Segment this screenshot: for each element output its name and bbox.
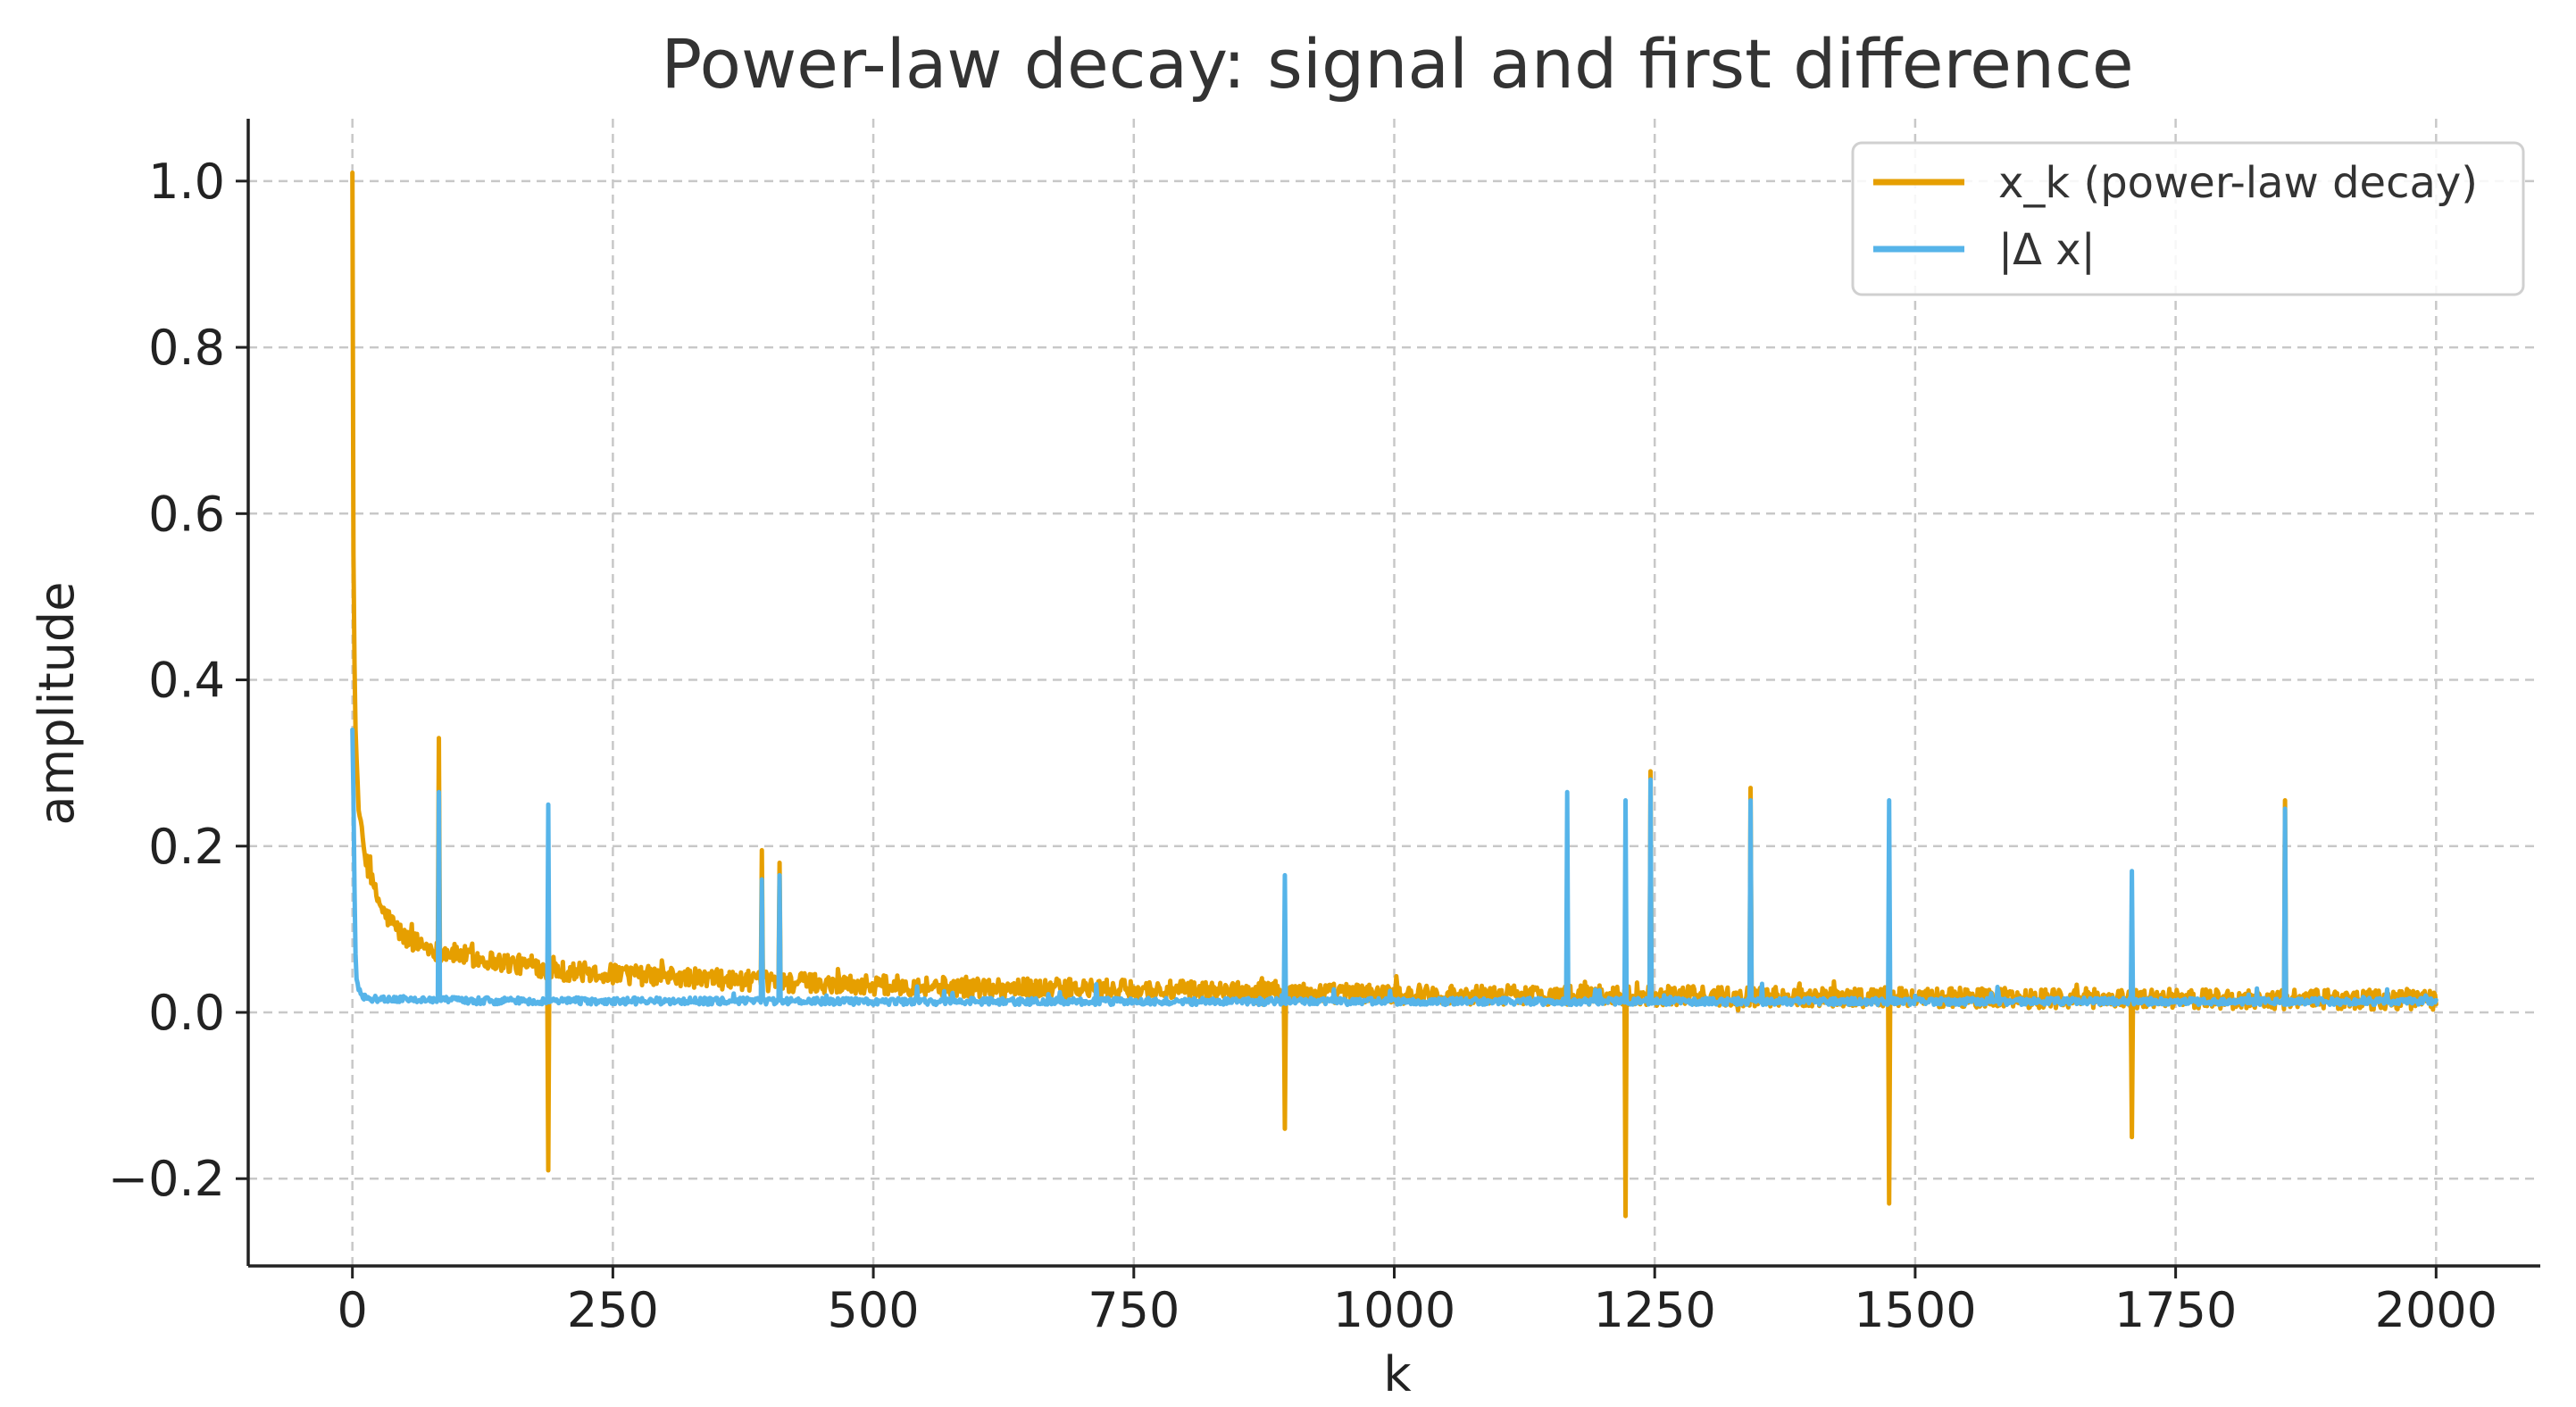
x-tick-label: 750 [1088, 1282, 1180, 1338]
legend-label-signal: x_k (power-law decay) [1998, 158, 2478, 208]
x-tick-label: 250 [567, 1282, 659, 1338]
y-tick-label: 0.8 [148, 320, 225, 376]
y-tick-label: −0.2 [108, 1151, 225, 1207]
y-tick-label: 1.0 [148, 154, 225, 210]
y-tick-label: 0.4 [148, 653, 225, 709]
x-axis-title: k [1383, 1346, 1412, 1403]
y-tick-label: 0.6 [148, 486, 225, 542]
x-tick-label: 1500 [1854, 1282, 1976, 1338]
grid [248, 119, 2540, 1266]
chart-title: Power-law decay: signal and first differ… [661, 24, 2133, 104]
x-tick-label: 1000 [1333, 1282, 1455, 1338]
y-axis-title: amplitude [29, 582, 85, 826]
x-tick-label: 2000 [2375, 1282, 2497, 1338]
y-tick-label: 0.0 [148, 985, 225, 1041]
series-layer [350, 171, 2438, 1219]
y-tick-label: 0.2 [148, 819, 225, 875]
legend-label-difference: |Δ x| [1998, 225, 2096, 275]
x-tick-label: 500 [828, 1282, 920, 1338]
legend: x_k (power-law decay) |Δ x| [1851, 141, 2525, 296]
legend-frame [1851, 141, 2525, 296]
x-tick-label: 1250 [1593, 1282, 1715, 1338]
ticks: 0 250 500 750 1000 1250 1500 1750 2000 −0.2 0.0 0.2… [108, 154, 2497, 1338]
x-tick-label: 1750 [2114, 1282, 2237, 1338]
series-line-difference [350, 727, 2438, 1008]
x-tick-label: 0 [338, 1282, 368, 1338]
plot-area [350, 171, 2438, 1219]
